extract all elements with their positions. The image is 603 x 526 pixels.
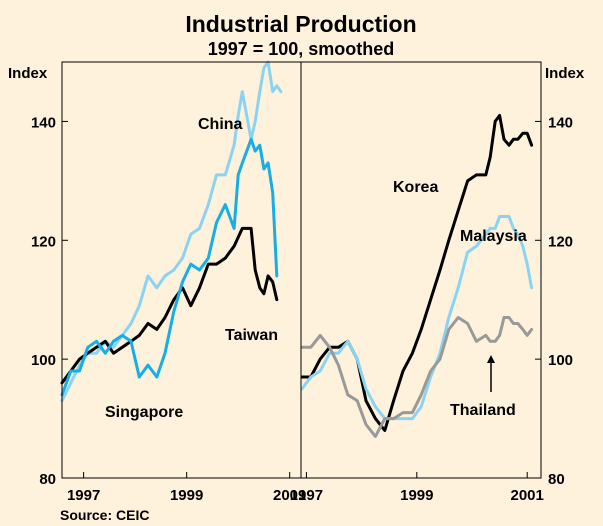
series-label-taiwan: Taiwan [225,327,278,344]
series-label-singapore: Singapore [105,404,183,421]
series-line-malaysia [300,215,534,421]
x-tick-label: 1999 [400,487,433,504]
y-tick-label-left: 120 [31,233,56,250]
series-label-thailand: Thailand [450,402,516,419]
chart-frame [61,61,542,479]
chart-subtitle: 1997 = 100, smoothed [208,39,395,59]
series-line-taiwan [60,226,279,385]
y-tick-label-right: 140 [548,114,573,131]
chart-title: Industrial Production [185,11,416,37]
series-line-thailand [300,316,534,438]
x-tick-label: 1997 [67,487,100,504]
y-tick-label-right: 120 [548,233,573,250]
series-label-malaysia: Malaysia [460,228,527,245]
y-tick-label-left: 140 [31,114,56,131]
left-panel: 1997 1999 2001 China Taiwan Singapore [60,60,306,504]
x-tick-label: 1999 [170,487,203,504]
series-label-china: China [198,116,243,133]
y-tick-label-left: 100 [31,352,56,369]
x-tick-label: 2001 [511,487,544,504]
y-tick-label-left: 80 [39,471,56,488]
arrow-head-icon [487,355,495,363]
right-panel: 1997 1999 2001 Korea Malaysia Thailand [290,114,544,504]
y-tick-label-right: 100 [548,352,573,369]
source-note: Source: CEIC [60,507,149,523]
y-tick-label-right: 80 [548,471,565,488]
y-tick-labels: 80 80 100 100 120 120 140 140 [31,114,573,488]
left-axis-label: Index [8,65,48,82]
right-axis-label: Index [545,65,585,82]
series-line-singapore [60,137,279,397]
x-tick-label: 1997 [290,487,323,504]
series-line-korea [300,114,534,432]
x-tick-label: 2001 [273,487,306,504]
series-label-korea: Korea [393,179,438,196]
